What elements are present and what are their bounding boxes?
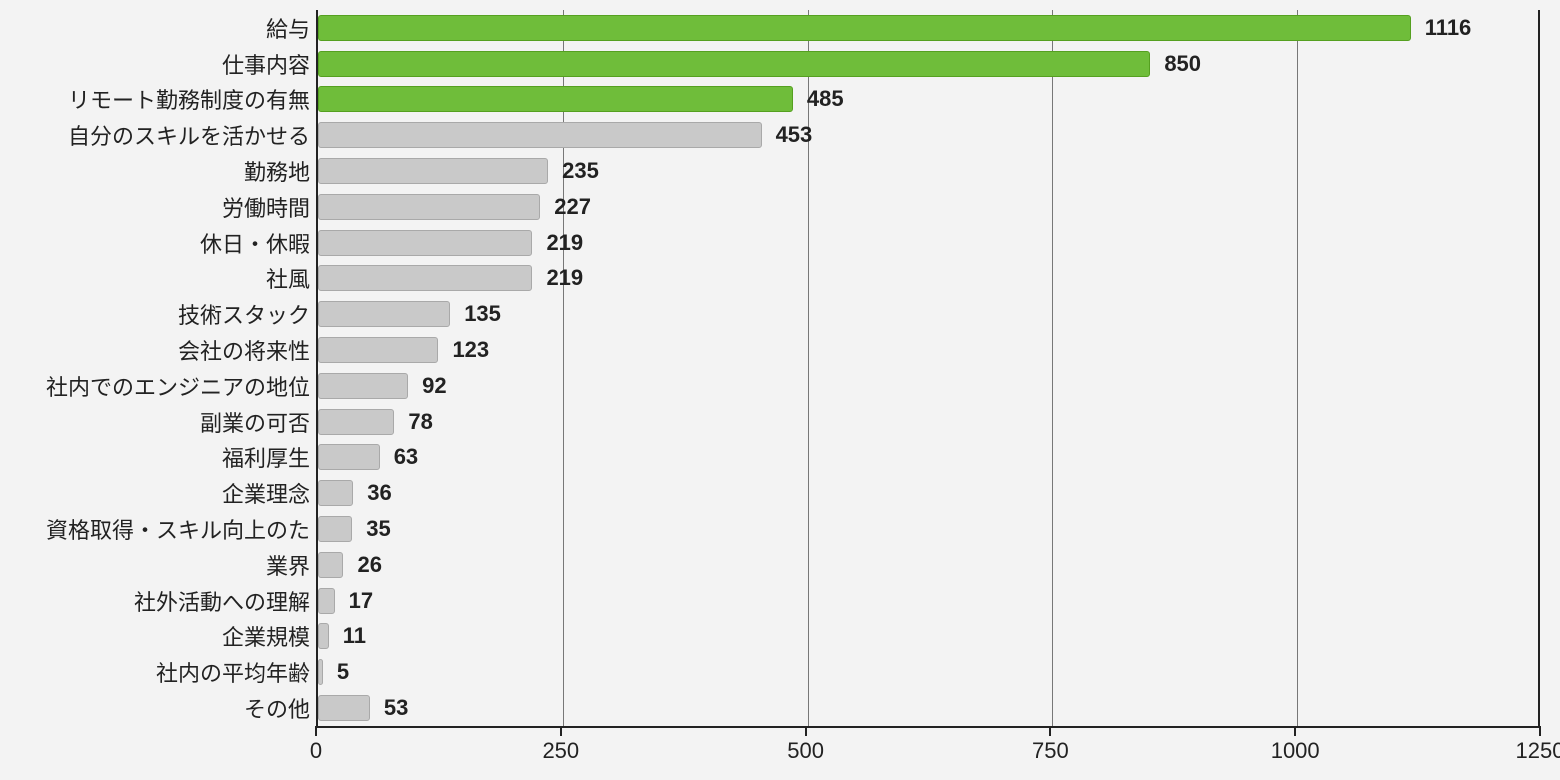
chart: 025050075010001250 給与1116仕事内容850リモート勤務制度… (0, 0, 1560, 780)
bar (318, 51, 1150, 77)
bar-row: 企業規模 11 (0, 619, 1560, 655)
category-label: 勤務地 (244, 155, 310, 187)
bar (318, 480, 353, 506)
bar (318, 623, 329, 649)
x-tick (560, 726, 562, 736)
bar (318, 230, 532, 256)
value-label: 35 (366, 516, 390, 542)
value-label: 219 (546, 265, 583, 291)
x-tick (1049, 726, 1051, 736)
value-label: 485 (807, 86, 844, 112)
bar-row: 自分のスキルを活かせる 453 (0, 117, 1560, 153)
x-tick-label: 750 (1032, 738, 1069, 764)
x-tick-label: 500 (787, 738, 824, 764)
bar-row: 仕事内容 850 (0, 46, 1560, 82)
bar-row: 休日・休暇 219 (0, 225, 1560, 261)
category-label: 会社の将来性 (178, 334, 310, 366)
bar-row: 社風 219 (0, 261, 1560, 297)
category-label: リモート勤務制度の有無 (68, 83, 310, 115)
value-label: 17 (349, 588, 373, 614)
x-tick (1539, 726, 1541, 736)
x-tick (805, 726, 807, 736)
bar-row: 福利厚生 63 (0, 440, 1560, 476)
bar (318, 552, 343, 578)
category-label: その他 (244, 692, 310, 724)
bar (318, 373, 408, 399)
category-label: 社外活動への理解 (134, 585, 310, 617)
value-label: 53 (384, 695, 408, 721)
bar (318, 409, 394, 435)
bar (318, 15, 1411, 41)
bar-row: 業界 26 (0, 547, 1560, 583)
bar-row: 技術スタック 135 (0, 296, 1560, 332)
x-tick-label: 1000 (1271, 738, 1320, 764)
bar-row: その他 53 (0, 690, 1560, 726)
category-label: 休日・休暇 (200, 227, 310, 259)
category-label: 自分のスキルを活かせる (68, 119, 310, 151)
category-label: 仕事内容 (222, 48, 310, 80)
category-label: 福利厚生 (222, 441, 310, 473)
value-label: 11 (343, 623, 366, 649)
bar (318, 516, 352, 542)
bar (318, 695, 370, 721)
category-label: 社内でのエンジニアの地位 (46, 370, 310, 402)
bar-row: 社内でのエンジニアの地位 92 (0, 368, 1560, 404)
x-tick-label: 1250 (1516, 738, 1560, 764)
bar (318, 588, 335, 614)
value-label: 78 (408, 409, 432, 435)
value-label: 26 (357, 552, 381, 578)
category-label: 業界 (266, 549, 310, 581)
bar (318, 265, 532, 291)
x-tick-label: 0 (310, 738, 322, 764)
bar (318, 194, 540, 220)
value-label: 219 (546, 230, 583, 256)
value-label: 92 (422, 373, 446, 399)
bar-row: 労働時間 227 (0, 189, 1560, 225)
bar (318, 659, 323, 685)
value-label: 850 (1164, 51, 1201, 77)
bar-row: 給与 1116 (0, 10, 1560, 46)
bar-row: 会社の将来性 123 (0, 332, 1560, 368)
value-label: 5 (337, 659, 349, 685)
category-label: 社内の平均年齢 (156, 656, 310, 688)
bar-row: 副業の可否 78 (0, 404, 1560, 440)
category-label: 給与 (266, 12, 310, 44)
value-label: 1116 (1425, 15, 1472, 41)
category-label: 企業理念 (222, 477, 310, 509)
bar-row: 社外活動への理解 17 (0, 583, 1560, 619)
bar (318, 122, 762, 148)
x-tick-label: 250 (542, 738, 579, 764)
value-label: 235 (562, 158, 599, 184)
bar (318, 337, 438, 363)
bar-row: 社内の平均年齢 5 (0, 654, 1560, 690)
category-label: 企業規模 (222, 620, 310, 652)
bar-row: 勤務地 235 (0, 153, 1560, 189)
bar-row: 資格取得・スキル向上のた 35 (0, 511, 1560, 547)
category-label: 副業の可否 (200, 406, 310, 438)
category-label: 社風 (266, 262, 310, 294)
bar (318, 444, 380, 470)
bar-row: リモート勤務制度の有無 485 (0, 82, 1560, 118)
bar-row: 企業理念 36 (0, 475, 1560, 511)
x-axis: 025050075010001250 (316, 726, 1540, 728)
x-tick (1294, 726, 1296, 736)
value-label: 36 (367, 480, 391, 506)
category-label: 資格取得・スキル向上のた (46, 513, 310, 545)
value-label: 123 (452, 337, 489, 363)
value-label: 453 (776, 122, 813, 148)
bar (318, 86, 793, 112)
x-tick (315, 726, 317, 736)
value-label: 135 (464, 301, 501, 327)
category-label: 技術スタック (178, 298, 310, 330)
bar (318, 158, 548, 184)
category-label: 労働時間 (222, 191, 310, 223)
value-label: 63 (394, 444, 418, 470)
bar (318, 301, 450, 327)
value-label: 227 (554, 194, 591, 220)
